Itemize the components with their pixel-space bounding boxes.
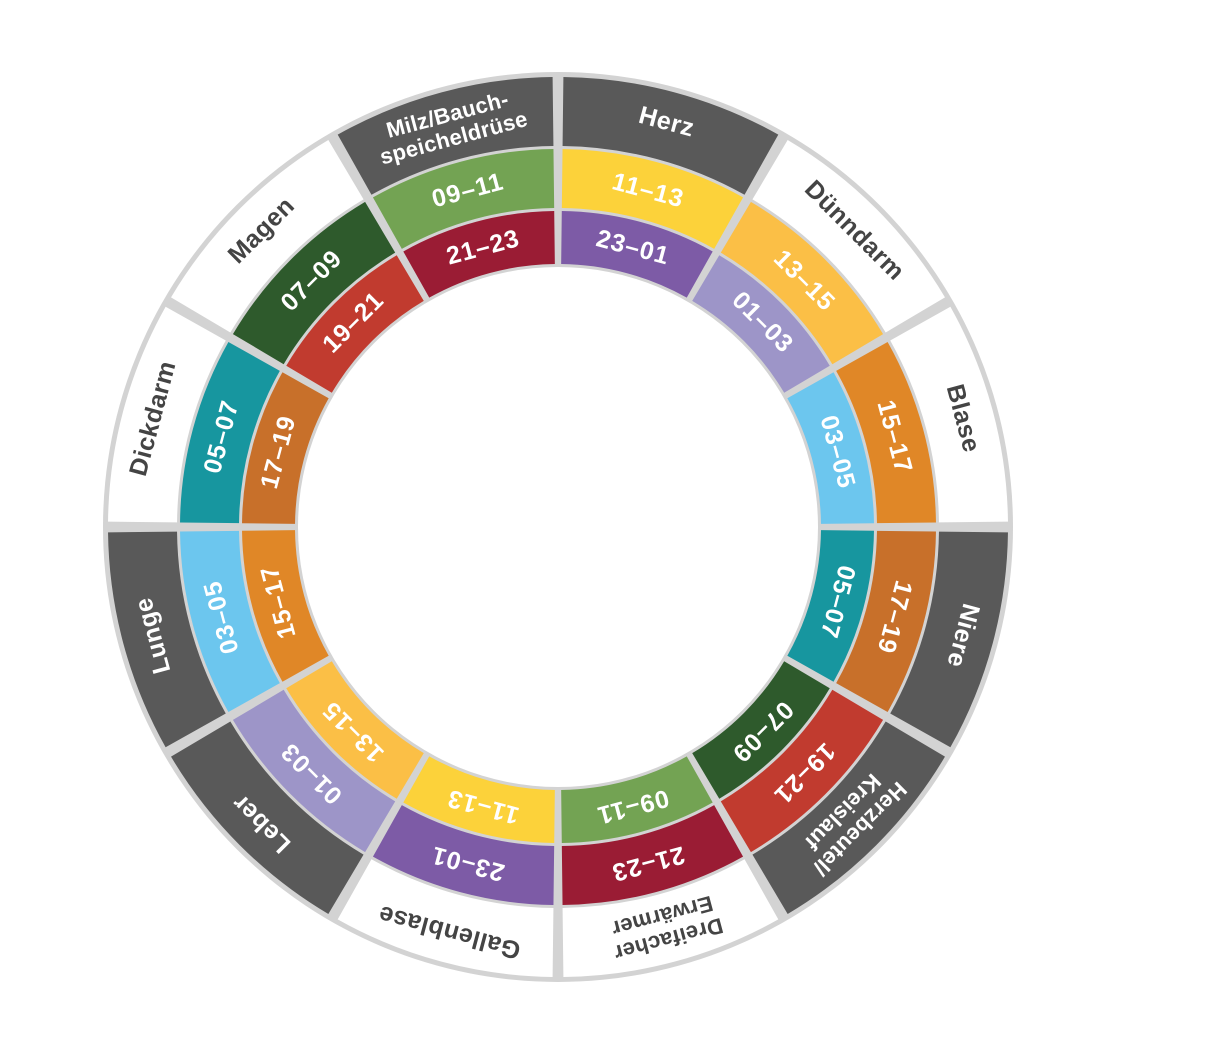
- organ-band-cell: [108, 306, 226, 523]
- organ-band-cell: [562, 859, 779, 977]
- middle-ring-cell: [720, 201, 884, 365]
- organ-band-cell: [890, 531, 1008, 748]
- middle-ring-cell: [561, 149, 744, 249]
- inner-ring-cell: [787, 372, 874, 524]
- inner-ring-cell: [787, 530, 874, 682]
- clock-segment: 03–05 15–17 Blase: [787, 306, 1008, 524]
- middle-ring-cell: [561, 805, 744, 905]
- inner-ring-cell: [403, 756, 555, 843]
- inner-ring-cell: [561, 756, 713, 843]
- middle-ring-cell: [372, 805, 555, 905]
- clock-segment: 05–07 17–19 Niere: [787, 530, 1008, 748]
- organ-band-cell: [108, 531, 226, 748]
- inner-ring-cell: [561, 211, 713, 298]
- organ-band-cell: [337, 859, 554, 977]
- center-disc: [298, 267, 818, 787]
- organ-band-cell: [752, 140, 945, 333]
- organ-band-cell: [752, 721, 945, 914]
- middle-ring-cell: [180, 341, 280, 524]
- inner-ring-cell: [692, 661, 830, 799]
- organ-band-cell: [171, 721, 364, 914]
- middle-ring-cell: [180, 530, 280, 713]
- organ-band-cell: [890, 306, 1008, 523]
- organ-band-cell: [171, 140, 364, 333]
- organ-band-cell: [337, 77, 554, 195]
- middle-ring-cell: [232, 201, 396, 365]
- inner-ring-cell: [286, 661, 424, 799]
- middle-ring-cell: [232, 689, 396, 853]
- inner-ring-cell: [242, 530, 329, 682]
- middle-ring-cell: [836, 530, 936, 713]
- middle-ring-cell: [720, 689, 884, 853]
- middle-ring-cell: [836, 341, 936, 524]
- inner-ring-cell: [242, 372, 329, 524]
- middle-ring-cell: [372, 149, 555, 249]
- inner-ring-cell: [692, 255, 830, 393]
- organ-band-cell: [562, 77, 779, 195]
- inner-ring-cell: [286, 255, 424, 393]
- inner-ring-cell: [403, 211, 555, 298]
